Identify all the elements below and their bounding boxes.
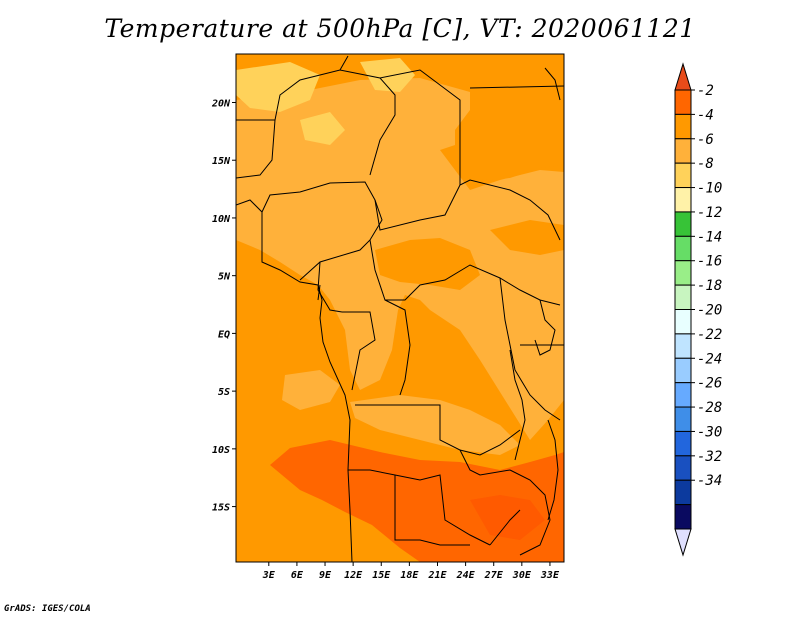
y-tick-label: 10S — [212, 445, 230, 456]
colorbar-label: -12 — [697, 205, 722, 221]
colorbar-label: -8 — [697, 156, 714, 172]
x-tick-label: 12E — [344, 570, 363, 581]
colorbar-box — [675, 383, 691, 407]
colorbar-label: -2 — [697, 83, 714, 99]
field-patch-northeast — [455, 54, 564, 180]
colorbar-label: -6 — [697, 132, 714, 148]
y-tick-label: 15S — [212, 503, 230, 514]
colorbar-label: -28 — [697, 400, 722, 416]
colorbar-label: -22 — [697, 327, 722, 343]
colorbar-label: -30 — [697, 424, 722, 440]
colorbar-box — [675, 188, 691, 212]
colorbar-box — [675, 358, 691, 382]
colorbar-box — [675, 139, 691, 163]
colorbar-label: -16 — [697, 254, 722, 270]
colorbar-label: -34 — [697, 473, 722, 489]
colorbar-box — [675, 505, 691, 529]
colorbar-label: -18 — [697, 278, 722, 294]
x-tick-label: 18E — [400, 570, 419, 581]
y-tick-label: 5S — [218, 387, 230, 398]
x-axis: 3E 6E 9E 12E 15E 18E 21E 24E 27E 30E 33E — [262, 562, 560, 581]
x-tick-label: 27E — [484, 570, 504, 581]
map-field — [236, 54, 564, 562]
colorbar-box — [675, 90, 691, 114]
colorbar-label: -26 — [697, 376, 722, 392]
x-tick-label: 24E — [456, 570, 476, 581]
x-tick-label: 9E — [319, 570, 332, 581]
colorbar-box — [675, 456, 691, 480]
colorbar-label: -24 — [697, 351, 722, 367]
x-tick-label: 30E — [512, 570, 532, 581]
x-tick-label: 3E — [262, 570, 276, 581]
x-tick-label: 6E — [291, 570, 304, 581]
colorbar-box — [675, 212, 691, 236]
colorbar-box — [675, 261, 691, 285]
y-tick-label: 20N — [211, 98, 231, 109]
y-tick-label: 10N — [212, 214, 231, 225]
temperature-map-chart: 3E 6E 9E 12E 15E 18E 21E 24E 27E 30E 33E 20N 15N 10N… — [0, 0, 800, 618]
colorbar-label: -14 — [697, 229, 722, 245]
colorbar-label: -10 — [697, 181, 722, 197]
colorbar-label: -32 — [697, 449, 722, 465]
y-tick-label: 5N — [218, 272, 231, 283]
colorbar-box — [675, 114, 691, 138]
colorbar-box — [675, 480, 691, 504]
colorbar: -2 -4 -6 -8 -10 -12 -14 -16 -18 -20 -22 -24 -26 -28 -3… — [675, 64, 722, 555]
colorbar-box — [675, 236, 691, 260]
colorbar-box — [675, 334, 691, 358]
colorbar-box — [675, 310, 691, 334]
colorbar-box — [675, 431, 691, 455]
colorbar-label: -20 — [697, 303, 722, 319]
grads-credit: GrADS: IGES/COLA — [4, 604, 91, 614]
colorbar-bottom-triangle — [675, 529, 691, 555]
colorbar-box — [675, 163, 691, 187]
x-tick-label: 15E — [372, 570, 391, 581]
colorbar-box — [675, 407, 691, 431]
colorbar-top-triangle — [675, 64, 691, 90]
y-axis: 20N 15N 10N 5N EQ 5S 10S 15S — [211, 98, 236, 513]
x-tick-label: 33E — [540, 570, 560, 581]
colorbar-label: -4 — [697, 107, 714, 123]
colorbar-box — [675, 285, 691, 309]
y-tick-label: 15N — [212, 156, 231, 167]
x-tick-label: 21E — [427, 570, 447, 581]
y-tick-label: EQ — [218, 329, 230, 340]
